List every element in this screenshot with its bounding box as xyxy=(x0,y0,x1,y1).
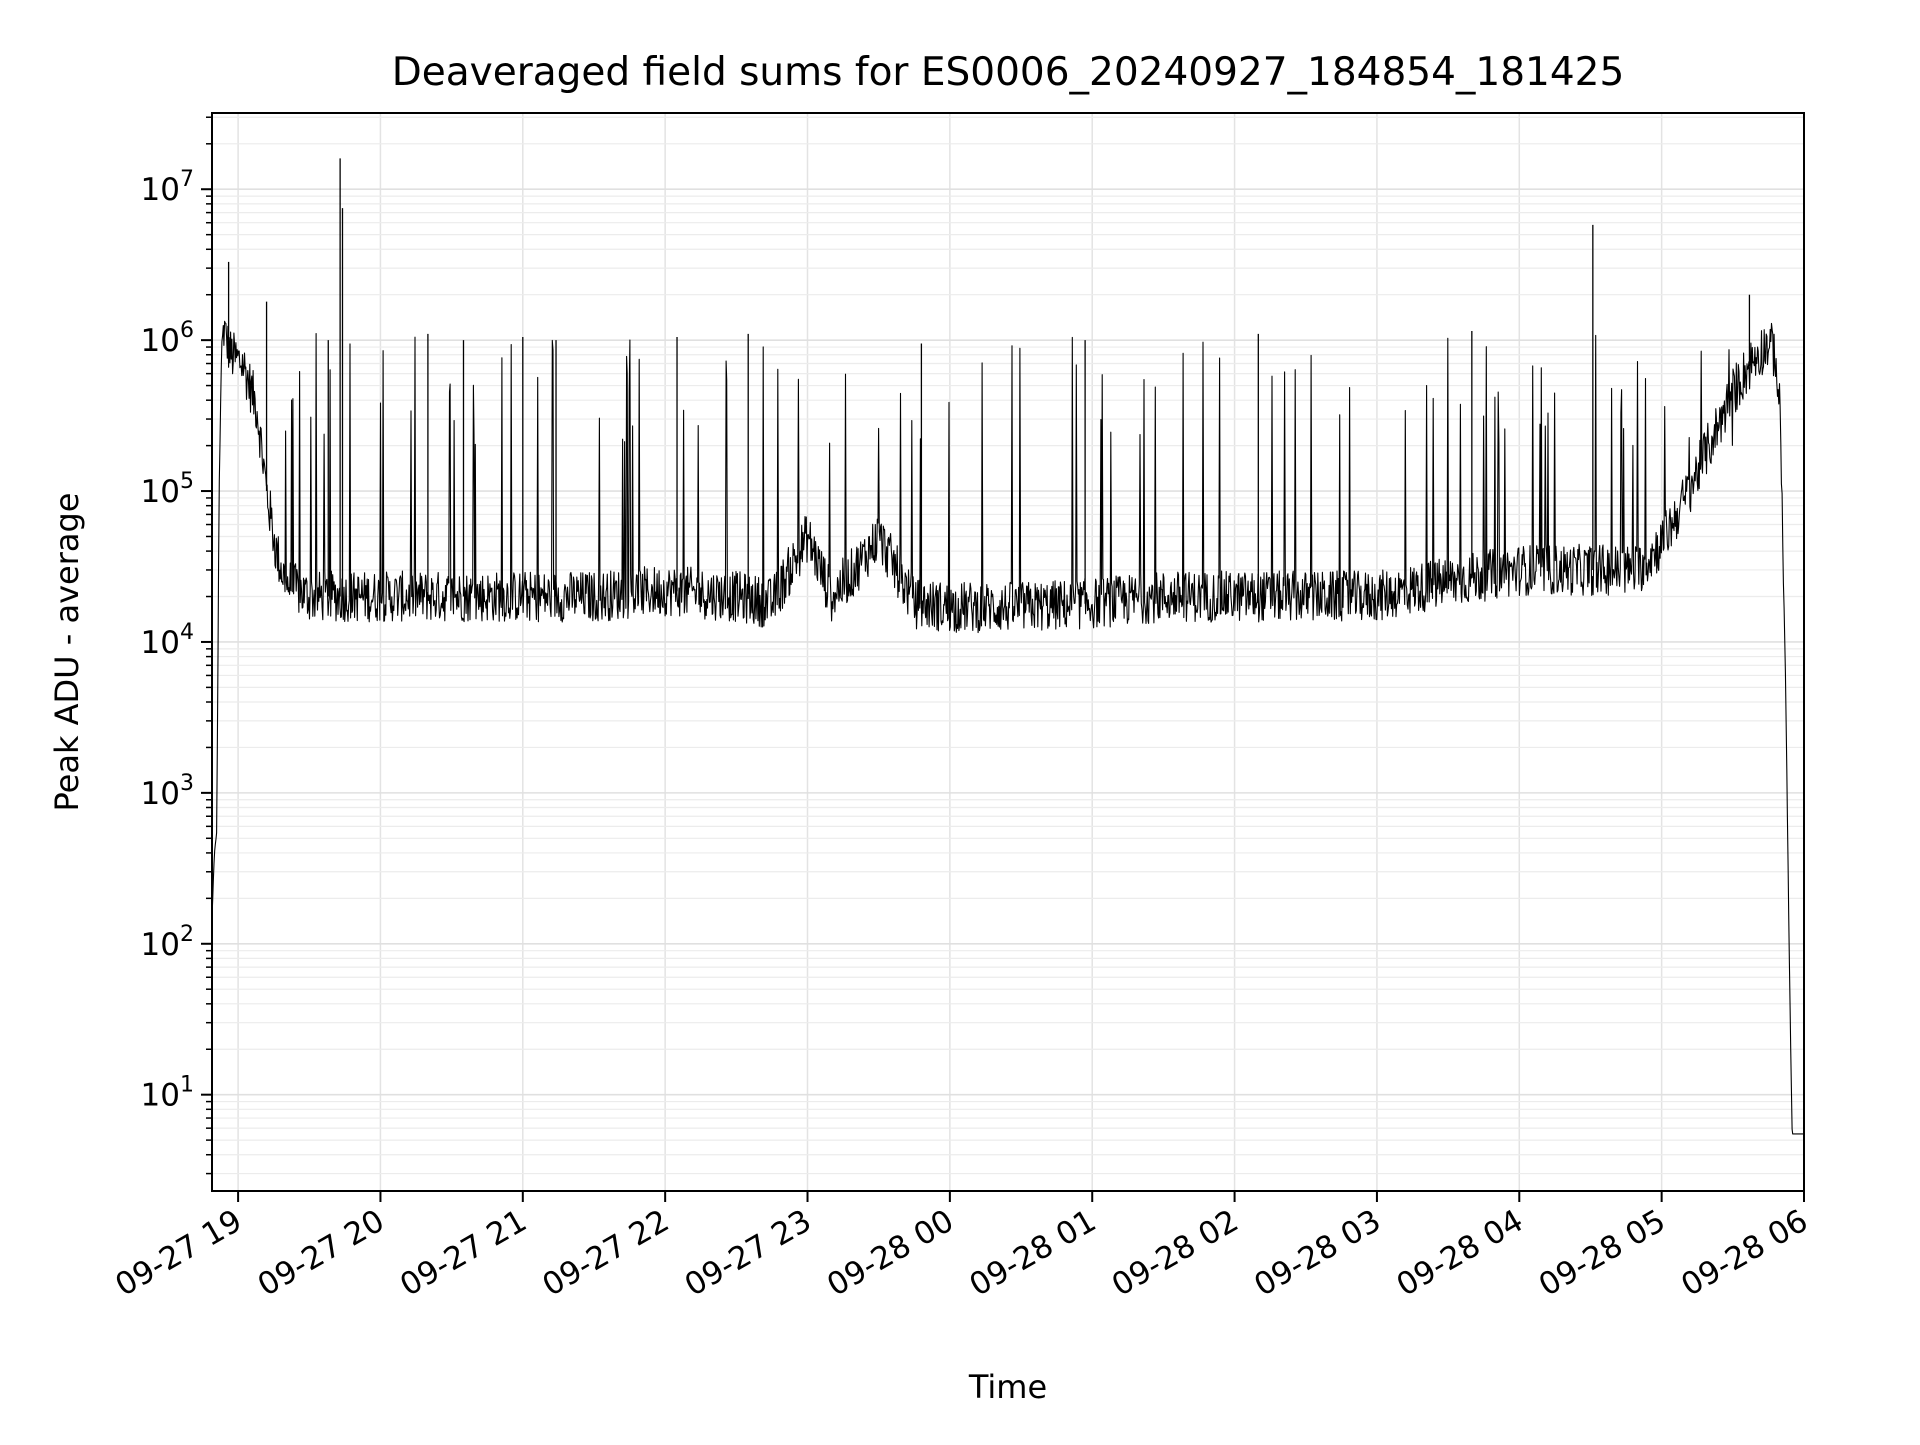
chart-title: Deaveraged field sums for ES0006_2024092… xyxy=(392,50,1625,95)
y-tick-label: 101 xyxy=(141,1073,194,1114)
y-axis-title: Peak ADU - average xyxy=(48,493,86,812)
x-axis-title: Time xyxy=(968,1368,1047,1406)
series-line xyxy=(211,320,1804,1135)
grid xyxy=(212,113,1805,1191)
y-tick-label: 102 xyxy=(141,922,194,963)
plot-frame xyxy=(211,112,1805,1192)
y-tick-label: 107 xyxy=(141,167,194,208)
y-tick-label: 105 xyxy=(141,469,194,510)
y-tick-label: 103 xyxy=(141,771,194,812)
y-tick-label: 106 xyxy=(141,318,194,359)
y-tick-label: 104 xyxy=(141,620,194,661)
data-series xyxy=(211,158,1804,1135)
